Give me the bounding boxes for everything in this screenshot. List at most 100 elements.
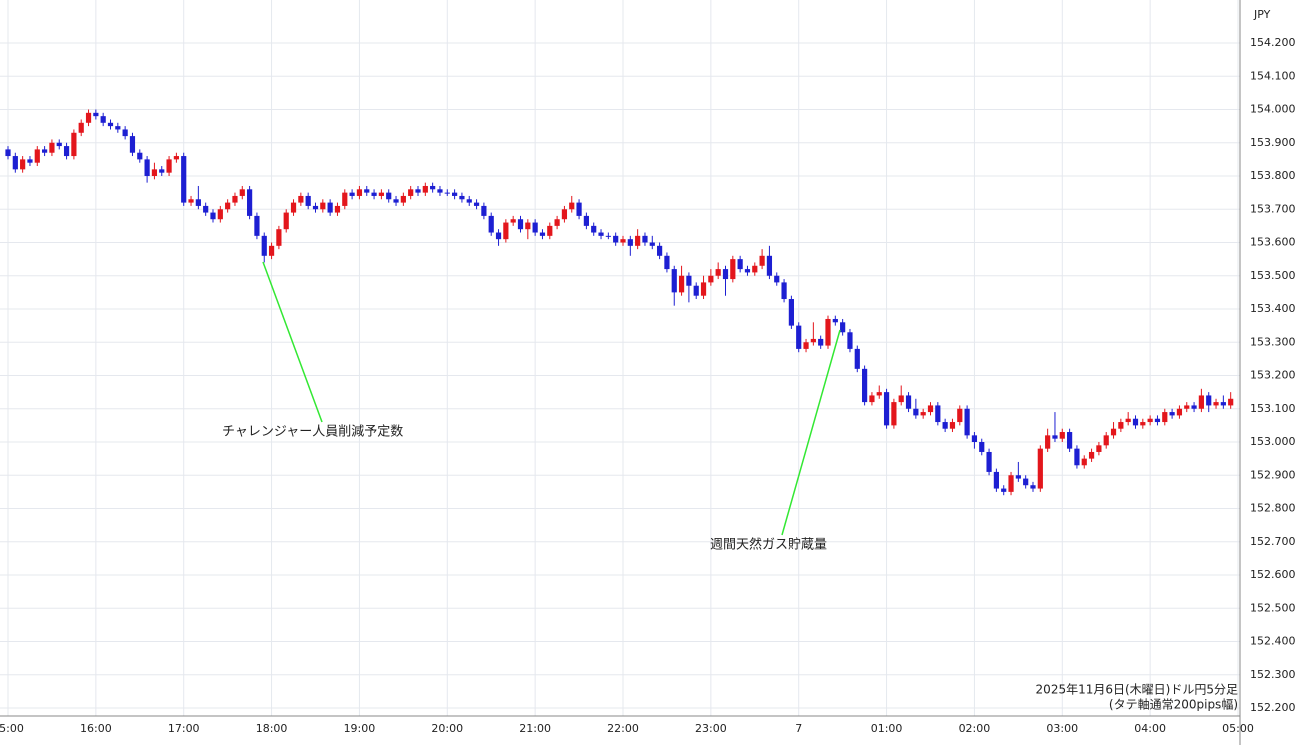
x-tick-label: 17:00 [168,722,200,735]
candle-body [225,202,231,210]
candle-body [927,405,934,413]
x-tick-label: 7 [795,722,802,735]
candle-body [1074,448,1080,466]
candle-body [290,202,297,213]
y-tick-label: 153.000 [1250,435,1296,448]
candle-body [759,255,765,266]
candle-body [247,189,253,216]
x-tick-label: 22:00 [607,722,639,735]
candle-body [85,112,92,123]
candle-body [503,222,509,240]
candle-body [1052,435,1058,439]
candle-body [1125,418,1131,423]
candle-body [495,232,502,240]
candle-body [993,471,999,489]
candle-body [473,202,480,206]
candle-body [613,235,619,243]
y-tick-label: 153.400 [1250,302,1296,315]
annotation: チャレンジャー人員削減予定数 [222,424,403,440]
candle-body [671,269,677,293]
y-tick-label: 153.100 [1250,402,1296,415]
annotation: 週間天然ガス貯蔵量 [710,537,827,553]
candle-body [437,189,443,193]
candle-body [100,116,106,123]
candle-body [283,212,289,230]
candle-body [532,222,538,233]
y-tick-label: 153.300 [1250,335,1296,348]
candle-body [393,199,399,203]
y-tick-label: 152.400 [1250,635,1296,648]
candle-body [1023,478,1029,486]
candle-body [810,338,816,343]
candle-body [173,156,179,160]
candle-body [898,395,904,403]
candle-body [569,202,575,210]
candle-body [964,408,970,436]
candle-body [320,202,326,210]
candle-body [20,159,26,170]
y-tick-label: 152.700 [1250,535,1296,548]
candle-body [649,242,655,246]
candle-body [452,192,458,196]
candle-body [891,402,897,426]
candle-body [78,122,84,133]
y-tick-label: 153.600 [1250,236,1296,249]
candle-body [942,422,948,429]
candle-body [949,422,956,429]
candle-body [678,275,685,293]
candle-body [583,215,589,226]
candles [5,109,1234,496]
candle-body [1103,435,1109,446]
candle-body [334,205,341,213]
candle-body [657,245,663,256]
candle-body [635,235,641,246]
candle-body [715,269,721,276]
candle-body [752,265,758,273]
candle-body [232,195,238,203]
x-tick-label: 04:00 [1134,722,1166,735]
candle-body [5,149,11,157]
candle-body [620,239,626,243]
candle-body [686,275,692,286]
x-tick-label: 01:00 [871,722,903,735]
candle-body [129,136,136,153]
candle-body [159,169,165,173]
candle-body [744,269,751,273]
candle-body [261,235,267,256]
candle-body [869,395,875,403]
candle-body [539,232,546,236]
candle-body [722,269,729,280]
currency-label: JPY [1253,8,1271,21]
candle-body [1008,475,1014,492]
candle-body [42,149,48,153]
candle-body [181,156,187,203]
candle-body [364,189,370,193]
candle-body [408,189,414,196]
candle-body [1198,395,1204,409]
candle-body [627,239,633,246]
x-tick-label: 16:00 [80,722,112,735]
candle-body [254,215,260,236]
x-tick-label: 20:00 [431,722,463,735]
candle-body [137,152,143,160]
candle-body [883,392,890,426]
y-tick-label: 152.500 [1250,601,1296,614]
candle-body [1154,418,1161,423]
x-tick-label: 23:00 [695,722,727,735]
candle-body [459,195,465,200]
candle-body [239,189,245,196]
candle-body [378,192,384,196]
y-tick-label: 153.900 [1250,136,1296,149]
candle-body [1096,445,1102,452]
candle-body [796,325,802,349]
candle-body [144,159,150,176]
candle-body [737,259,743,270]
candle-body [700,282,707,296]
y-tick-label: 154.200 [1250,36,1296,49]
candle-body [268,245,275,256]
candle-body [905,395,912,409]
candle-body [832,318,838,323]
candle-body [957,408,963,423]
candle-body [386,192,392,200]
